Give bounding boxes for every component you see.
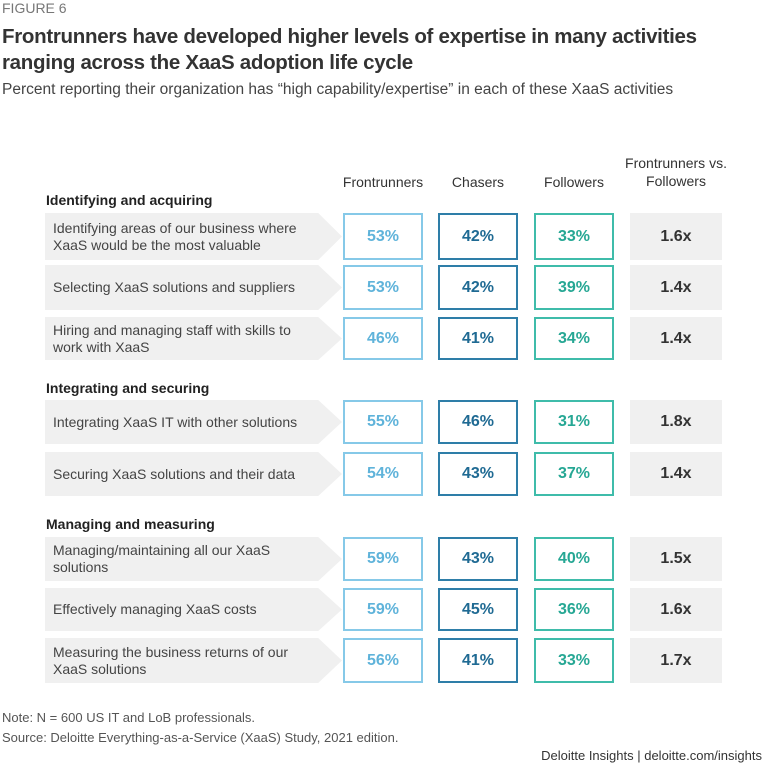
value-cell-frontrunners: 53% xyxy=(343,265,423,310)
ratio-cell: 1.6x xyxy=(630,588,722,631)
row-label: Selecting XaaS solutions and suppliers xyxy=(45,265,342,310)
row-label-text: Hiring and managing staff with skills to… xyxy=(53,321,291,355)
value-cell-chasers: 43% xyxy=(438,452,518,496)
row-label: Integrating XaaS IT with other solutions xyxy=(45,400,342,444)
ratio-cell: 1.4x xyxy=(630,265,722,310)
col-header-followers: Followers xyxy=(544,174,604,190)
group-heading: Identifying and acquiring xyxy=(46,192,213,208)
value-cell-followers: 33% xyxy=(534,638,614,683)
col-header-chasers: Chasers xyxy=(451,174,505,190)
value-cell-followers: 39% xyxy=(534,265,614,310)
figure-label: FIGURE 6 xyxy=(2,0,67,16)
row-label: Managing/maintaining all our XaaS soluti… xyxy=(45,537,342,581)
value-cell-followers: 33% xyxy=(534,213,614,260)
row-label: Hiring and managing staff with skills to… xyxy=(45,317,342,360)
col-header-frontrunners: Frontrunners xyxy=(342,174,424,190)
value-cell-frontrunners: 54% xyxy=(343,452,423,496)
row-label: Identifying areas of our business where … xyxy=(45,213,342,260)
value-cell-followers: 37% xyxy=(534,452,614,496)
ratio-cell: 1.6x xyxy=(630,213,722,260)
value-cell-followers: 34% xyxy=(534,317,614,360)
row-label: Measuring the business returns of our Xa… xyxy=(45,638,342,683)
group-heading: Managing and measuring xyxy=(46,516,215,532)
value-cell-frontrunners: 59% xyxy=(343,537,423,581)
chart-title: Frontrunners have developed higher level… xyxy=(2,25,697,74)
value-cell-chasers: 42% xyxy=(438,265,518,310)
row-label-text: Managing/maintaining all our XaaS soluti… xyxy=(53,542,271,575)
row-label-text: Measuring the business returns of our Xa… xyxy=(53,643,289,677)
brand-footer: Deloitte Insights | deloitte.com/insight… xyxy=(541,748,762,763)
ratio-cell: 1.7x xyxy=(630,638,722,683)
value-cell-frontrunners: 53% xyxy=(343,213,423,260)
value-cell-frontrunners: 56% xyxy=(343,638,423,683)
value-cell-followers: 36% xyxy=(534,588,614,631)
note: Note: N = 600 US IT and LoB professional… xyxy=(2,710,256,725)
value-cell-frontrunners: 59% xyxy=(343,588,423,631)
source: Source: Deloitte Everything-as-a-Service… xyxy=(2,730,399,745)
row-label-text: Effectively managing XaaS costs xyxy=(53,601,257,617)
chart-subtitle: Percent reporting their organization has… xyxy=(2,81,674,98)
col-header-ratio: Frontrunners vs. Followers xyxy=(625,155,727,189)
value-cell-chasers: 45% xyxy=(438,588,518,631)
row-label-text: Selecting XaaS solutions and suppliers xyxy=(53,279,296,295)
row-label-text: Identifying areas of our business where … xyxy=(53,219,297,253)
value-cell-followers: 31% xyxy=(534,400,614,444)
ratio-cell: 1.8x xyxy=(630,400,722,444)
group-heading: Integrating and securing xyxy=(46,380,210,396)
row-label-text: Securing XaaS solutions and their data xyxy=(53,465,296,482)
value-cell-followers: 40% xyxy=(534,537,614,581)
value-cell-chasers: 46% xyxy=(438,400,518,444)
value-cell-frontrunners: 55% xyxy=(343,400,423,444)
ratio-cell: 1.4x xyxy=(630,452,722,496)
ratio-cell: 1.5x xyxy=(630,537,722,581)
value-cell-chasers: 42% xyxy=(438,213,518,260)
value-cell-chasers: 41% xyxy=(438,638,518,683)
value-cell-chasers: 41% xyxy=(438,317,518,360)
row-label: Effectively managing XaaS costs xyxy=(45,588,342,631)
value-cell-frontrunners: 46% xyxy=(343,317,423,360)
row-label: Securing XaaS solutions and their data xyxy=(45,452,342,496)
value-cell-chasers: 43% xyxy=(438,537,518,581)
ratio-cell: 1.4x xyxy=(630,317,722,360)
row-label-text: Integrating XaaS IT with other solutions xyxy=(53,413,298,430)
